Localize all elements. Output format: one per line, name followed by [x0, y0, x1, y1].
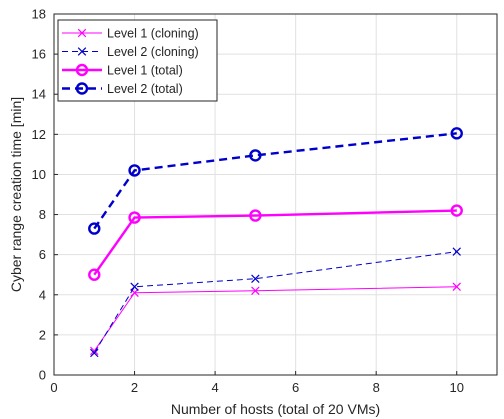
legend-marker	[75, 82, 89, 95]
legend-item: Level 1 (total)	[62, 64, 183, 78]
y-tick-label: 0	[39, 368, 46, 383]
data-point	[251, 286, 260, 295]
data-point	[88, 222, 101, 235]
x-tick-label: 0	[50, 380, 57, 395]
y-tick-label: 6	[39, 247, 46, 262]
legend: Level 1 (cloning) Level 2 (cloning) Level …	[57, 19, 218, 102]
legend-label: Level 2 (total)	[107, 82, 183, 96]
data-point	[452, 247, 461, 256]
grid	[53, 13, 497, 376]
y-tick-label: 2	[39, 327, 46, 342]
y-tick-label: 8	[39, 207, 46, 222]
y-tick-label: 10	[32, 167, 46, 182]
series-group	[88, 127, 463, 358]
series-line	[93, 251, 457, 354]
legend-marker	[77, 47, 87, 56]
data-point	[251, 274, 260, 283]
data-point	[130, 282, 139, 291]
legend-marker	[75, 63, 89, 77]
legend-label: Level 2 (cloning)	[107, 45, 199, 59]
x-tick-label: 6	[292, 380, 299, 395]
data-point	[450, 204, 463, 217]
series-line	[93, 286, 457, 352]
x-axis-label: Number of hosts (total of 20 VMs)	[171, 401, 380, 417]
y-tick-label: 4	[39, 287, 46, 302]
legend-item: Level 2 (total)	[62, 82, 183, 96]
y-axis-label: Cyber range creation time [min]	[8, 97, 24, 292]
data-point	[90, 348, 99, 358]
x-tick-label: 4	[211, 380, 218, 395]
x-tick-label: 2	[131, 380, 138, 395]
legend-label: Level 1 (total)	[107, 64, 183, 78]
data-point	[128, 211, 141, 224]
y-tick-label: 12	[32, 127, 46, 142]
legend-item: Level 2 (cloning)	[62, 45, 199, 59]
data-point	[249, 209, 262, 222]
series-line	[93, 132, 457, 230]
legend-marker	[77, 28, 87, 38]
series-2	[90, 247, 461, 358]
y-tick-label: 18	[32, 7, 46, 22]
axis-ticks: 0 2 4 6 8 10 0 2 4 6 8 10 12 14 16 18	[32, 7, 464, 396]
y-tick-label: 16	[32, 47, 46, 62]
x-tick-label: 10	[449, 380, 463, 395]
series-1	[90, 282, 461, 356]
series-4	[88, 127, 463, 235]
data-point	[450, 127, 463, 140]
x-tick-label: 8	[373, 380, 380, 395]
data-point	[249, 149, 262, 162]
data-point	[452, 282, 461, 291]
data-point	[128, 164, 141, 177]
series-line	[93, 209, 457, 276]
legend-label: Level 1 (cloning)	[107, 27, 199, 41]
data-point	[88, 268, 101, 281]
legend-item: Level 1 (cloning)	[62, 27, 199, 41]
plot-area	[53, 13, 498, 376]
series-3	[88, 204, 463, 281]
y-tick-label: 14	[32, 87, 46, 102]
